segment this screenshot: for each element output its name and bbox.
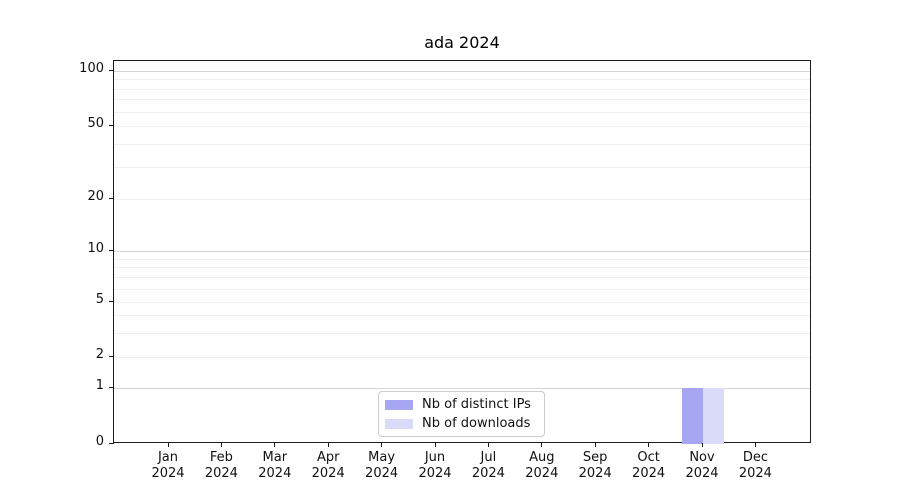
x-tick-year-dec: 2024 [738,465,772,481]
gridline-10 [114,251,810,252]
gridline-1 [114,388,810,389]
x-tick-mark-mar [274,443,276,447]
minor-gridline-7 [114,277,810,279]
x-tick-year-jun: 2024 [418,465,452,481]
x-tick-mark-nov [701,443,703,447]
x-tick-label-feb: Feb 2024 [189,450,253,481]
x-tick-mark-dec [754,443,756,447]
gridline-5 [114,302,810,303]
x-tick-year-may: 2024 [365,465,399,481]
gridline-50 [114,126,810,127]
x-tick-label-oct: Oct 2024 [617,450,681,481]
x-tick-month-nov: Nov [689,450,715,465]
x-tick-year-apr: 2024 [311,465,345,481]
x-tick-year-feb: 2024 [204,465,238,481]
minor-gridline-9 [114,258,810,260]
x-tick-month-mar: Mar [262,450,288,465]
y-tick-label-10: 10 [87,241,104,256]
x-tick-label-apr: Apr 2024 [296,450,360,481]
y-tick-mark-50 [109,124,114,126]
legend-entry-downloads: Nb of downloads [385,416,538,431]
x-tick-year-nov: 2024 [685,465,719,481]
x-tick-label-aug: Aug 2024 [510,450,574,481]
y-tick-mark-5 [109,300,114,302]
x-tick-month-aug: Aug [529,450,555,465]
minor-gridline-3 [114,332,810,334]
y-tick-label-0: 0 [95,434,104,449]
minor-gridline-6 [114,288,810,290]
y-tick-label-50: 50 [87,116,104,131]
legend-swatch-downloads [385,418,413,429]
x-tick-year-oct: 2024 [632,465,666,481]
legend-swatch-distinct-ips [385,399,413,410]
y-tick-mark-10 [109,249,114,251]
x-tick-mark-jun [434,443,436,447]
x-tick-label-may: May 2024 [350,450,414,481]
x-tick-label-jun: Jun 2024 [403,450,467,481]
chart-title: ada 2024 [424,33,500,52]
y-tick-mark-2 [109,355,114,357]
x-tick-mark-feb [220,443,222,447]
x-tick-mark-jul [487,443,489,447]
x-tick-month-jan: Jan [157,450,179,465]
x-tick-year-sep: 2024 [578,465,612,481]
bar-distinct-ips-nov [681,388,703,444]
x-tick-label-dec: Dec 2024 [723,450,787,481]
y-tick-label-20: 20 [87,189,104,204]
x-tick-month-apr: Apr [316,450,340,465]
x-tick-year-jul: 2024 [471,465,505,481]
y-tick-label-100: 100 [79,61,104,76]
x-tick-label-sep: Sep 2024 [563,450,627,481]
legend-label-downloads: Nb of downloads [422,416,531,431]
minor-gridline-90 [114,79,810,81]
x-tick-month-may: May [368,450,396,465]
bar-downloads-nov [703,388,725,444]
x-tick-label-jan: Jan 2024 [136,450,200,481]
y-tick-mark-20 [109,197,114,199]
y-tick-label-5: 5 [95,292,104,307]
x-tick-year-mar: 2024 [258,465,292,481]
legend: Nb of distinct IPs Nb of downloads [378,391,545,437]
x-tick-label-nov: Nov 2024 [670,450,734,481]
x-tick-month-feb: Feb [209,450,233,465]
x-tick-mark-jan [167,443,169,447]
x-tick-year-jan: 2024 [151,465,185,481]
y-tick-label-2: 2 [95,347,104,362]
gridline-2 [114,357,810,358]
y-tick-mark-100 [109,69,114,71]
y-tick-label-1: 1 [95,378,104,393]
x-tick-mark-aug [541,443,543,447]
x-tick-mark-apr [327,443,329,447]
minor-gridline-80 [114,88,810,90]
gridline-100 [114,71,810,72]
x-tick-label-mar: Mar 2024 [243,450,307,481]
x-tick-month-jun: Jun [424,450,446,465]
x-tick-year-aug: 2024 [525,465,559,481]
x-tick-month-jul: Jul [480,450,497,465]
minor-gridline-40 [114,143,810,145]
x-tick-mark-sep [594,443,596,447]
plot-area [113,60,811,444]
minor-gridline-30 [114,166,810,168]
minor-gridline-8 [114,267,810,269]
x-tick-month-oct: Oct [637,450,660,465]
x-tick-month-sep: Sep [582,450,608,465]
minor-gridline-60 [114,111,810,113]
minor-gridline-70 [114,99,810,101]
gridline-20 [114,199,810,200]
x-tick-month-dec: Dec [742,450,768,465]
legend-entry-distinct-ips: Nb of distinct IPs [385,397,538,412]
minor-gridline-4 [114,315,810,317]
y-tick-mark-1 [109,386,114,388]
legend-label-distinct-ips: Nb of distinct IPs [422,397,531,412]
x-tick-mark-may [381,443,383,447]
y-tick-mark-0 [109,442,114,444]
x-tick-label-jul: Jul 2024 [456,450,520,481]
x-tick-mark-oct [648,443,650,447]
